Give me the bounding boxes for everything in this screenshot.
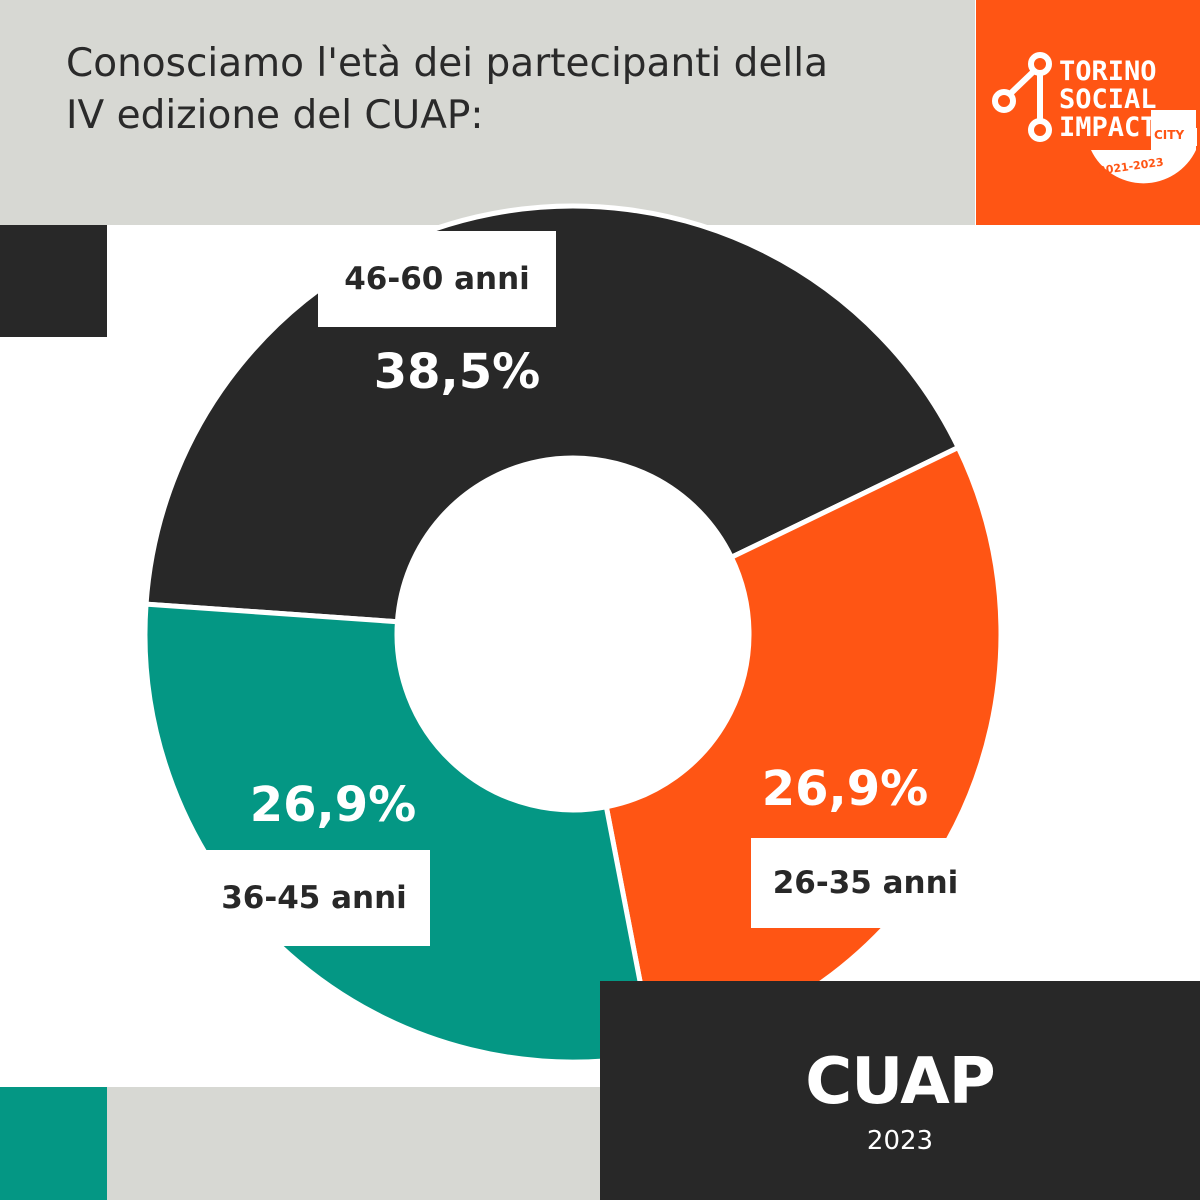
logo-text-impact: IMPACT	[1059, 112, 1157, 143]
page-title-line2: IV edizione del CUAP:	[66, 93, 484, 138]
logo-graphic	[992, 52, 1197, 184]
logo-text-city: CITY	[1154, 128, 1185, 142]
footer-year: 2023	[866, 1126, 934, 1156]
footer-title: CUAP	[805, 1045, 995, 1119]
logo-text-torino: TORINO	[1059, 56, 1157, 87]
decor-dark-square	[0, 225, 107, 337]
slice-label-36-45: 36-45 anni	[198, 850, 430, 946]
logo-badge-icon	[1091, 110, 1197, 184]
page-title-line1: Conosciamo l'età dei partecipanti della	[66, 41, 829, 86]
slice-value-36-45: 26,9%	[249, 777, 417, 833]
slice-label-46-60: 46-60 anni	[318, 231, 556, 327]
logo-network-icon	[992, 52, 1052, 142]
slice-value-46-60: 38,5%	[373, 344, 541, 400]
donut-slice-36-45	[142, 601, 657, 1065]
donut-slice-26-35	[603, 444, 1004, 1058]
header-band	[0, 0, 975, 225]
logo-text-social: SOCIAL	[1059, 84, 1157, 115]
slice-value-26-35: 26,9%	[761, 761, 929, 817]
page-title: Conosciamo l'età dei partecipanti della …	[66, 38, 946, 142]
cuap-panel	[600, 981, 1200, 1200]
decor-teal-square	[0, 1087, 107, 1200]
slice-label-26-35: 26-35 anni	[751, 838, 980, 928]
